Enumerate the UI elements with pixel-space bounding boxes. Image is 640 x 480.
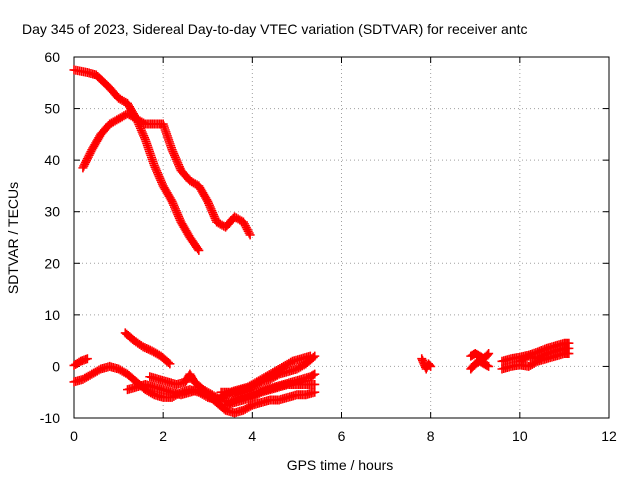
y-axis-label: SDTVAR / TECUs — [5, 182, 21, 294]
data-point — [305, 351, 315, 361]
x-tick-label: 6 — [338, 428, 346, 444]
data-point — [193, 244, 203, 254]
y-tick-label: 60 — [44, 49, 60, 65]
x-axis-label: GPS time / hours — [287, 457, 394, 473]
data-point — [482, 361, 492, 371]
data-point — [165, 359, 175, 369]
x-tick-label: 0 — [70, 428, 78, 444]
data-point — [484, 361, 494, 371]
x-tick-label: 4 — [248, 428, 256, 444]
data-point — [194, 245, 204, 255]
data-point — [310, 379, 320, 389]
data-point — [245, 230, 255, 240]
chart-title: Day 345 of 2023, Sidereal Day-to-day VTE… — [22, 21, 528, 37]
series-track-h — [216, 351, 315, 397]
series-track-b — [78, 109, 255, 240]
data-point — [310, 369, 320, 379]
data-point — [163, 358, 173, 368]
y-tick-label: 20 — [44, 255, 60, 271]
y-tick-label: 0 — [52, 358, 60, 374]
data-point — [310, 387, 320, 397]
data-point — [426, 361, 436, 371]
data-point — [564, 343, 574, 353]
y-tick-label: 30 — [44, 204, 60, 220]
series-track-e — [120, 328, 175, 369]
data-series — [69, 65, 574, 418]
series-track-l — [466, 356, 494, 374]
series-track-o — [515, 343, 574, 366]
x-tick-labels: 0 2 4 6 8 10 12 — [70, 428, 617, 444]
x-tick-label: 2 — [159, 428, 167, 444]
data-point — [483, 350, 493, 360]
data-point — [244, 228, 254, 238]
y-tick-label: -10 — [40, 410, 60, 426]
data-point — [140, 133, 150, 143]
y-tick-label: 50 — [44, 101, 60, 117]
x-tick-label: 10 — [512, 428, 528, 444]
y-tick-label: 10 — [44, 307, 60, 323]
series-track-i — [221, 379, 320, 410]
x-tick-label: 8 — [427, 428, 435, 444]
series-track-c — [69, 354, 92, 370]
data-point — [82, 354, 92, 364]
x-tick-label: 12 — [601, 428, 617, 444]
series-track-j — [417, 354, 436, 374]
data-point — [484, 349, 494, 359]
data-point — [425, 360, 435, 370]
y-tick-label: 40 — [44, 152, 60, 168]
data-point — [308, 370, 318, 380]
y-tick-labels: -10 0 10 20 30 40 50 60 — [40, 49, 60, 426]
